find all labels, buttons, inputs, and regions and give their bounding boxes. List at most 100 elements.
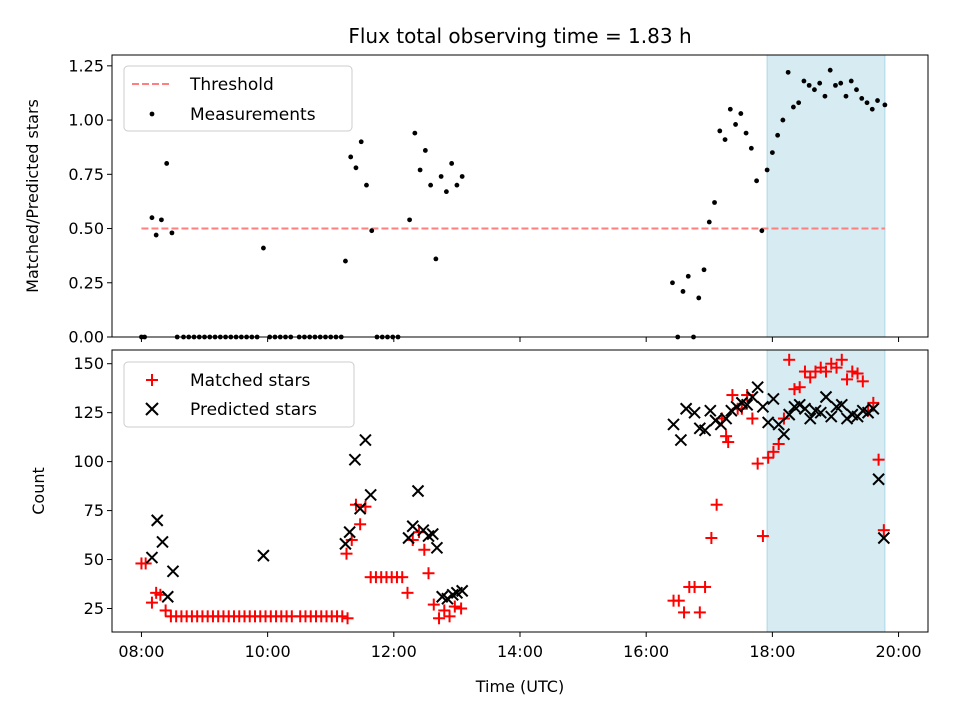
matched-star-point (340, 547, 353, 560)
predicted-star-point (343, 525, 356, 539)
matched-star-point (788, 383, 801, 396)
measurement-point (754, 178, 759, 184)
predicted-star-point (679, 402, 693, 415)
y-tick-label: 0.75 (68, 165, 104, 184)
x-stroke-b (761, 416, 775, 429)
x-stroke-b (161, 590, 174, 603)
y-tick-label: 1.00 (68, 111, 104, 130)
y-tick-label: 50 (84, 550, 104, 569)
measurement-point (169, 230, 175, 236)
bottom-x-ticks: 08:00 10:00 12:00 14:00 16:00 18:00 20:00 (118, 632, 922, 661)
matched-star-point (336, 610, 349, 623)
matched-star-point (427, 598, 440, 611)
x-stroke-b (411, 484, 425, 498)
x-stroke-b (417, 523, 430, 537)
predicted-star-point (719, 412, 733, 425)
matched-star-point (783, 353, 796, 366)
measurement-point (864, 100, 870, 106)
x-stroke-b (835, 398, 848, 412)
measurement-point (706, 219, 712, 225)
x-stroke-b (455, 584, 469, 598)
measurement-point (696, 295, 702, 301)
chart-title: Flux total observing time = 1.83 h (348, 24, 691, 48)
bottom-legend: Matched stars Predicted stars (123, 361, 355, 428)
x-stroke-b (735, 396, 749, 410)
matched-star-point (699, 580, 712, 593)
x-stroke-b (693, 422, 707, 435)
predicted-star-point (667, 418, 680, 431)
matched-star-point (672, 594, 685, 607)
x-stroke-b (257, 549, 270, 562)
legend-predicted-label: Predicted stars (190, 400, 317, 420)
matched-star-point (705, 532, 718, 544)
x-stroke-b (804, 412, 817, 425)
matched-star-point (746, 412, 759, 425)
matched-star-point (772, 438, 785, 450)
measurement-point (433, 256, 439, 262)
x-stroke-b (426, 527, 439, 541)
measurement-point (364, 182, 369, 188)
matched-star-point (139, 557, 152, 570)
x-stroke-b (339, 537, 352, 551)
x-stroke-b (809, 404, 822, 417)
measurement-point (685, 273, 691, 279)
matched-star-point (678, 606, 691, 619)
measurement-point (722, 137, 728, 143)
predicted-star-point (767, 392, 780, 406)
x-axis-label: Time (UTC) (475, 677, 564, 696)
y-tick-label: 1.25 (68, 56, 104, 75)
measurement-point (670, 280, 675, 286)
matched-star-point (762, 451, 775, 464)
measurement-point (738, 111, 744, 116)
x-stroke-b (698, 424, 712, 437)
x-stroke-b (740, 398, 754, 412)
x-stroke-b (688, 406, 701, 419)
measurement-point (712, 200, 717, 205)
bottom-y-axis-label: Count (29, 467, 48, 515)
top-y-axis-label: Matched/Predicted stars (23, 99, 42, 293)
measurement-point (153, 232, 159, 238)
matched-star-point (846, 365, 859, 378)
measurement-point (822, 93, 828, 99)
x-stroke-b (704, 404, 717, 417)
x-stroke-b (674, 433, 688, 447)
measurement-point (859, 95, 865, 101)
matched-star-point (856, 375, 869, 388)
measurement-point (838, 80, 844, 86)
predicted-star-point (430, 541, 444, 554)
matched-star-point (835, 353, 848, 366)
legend-measurements-label: Measurements (190, 105, 316, 125)
predicted-stars-points (145, 381, 891, 605)
measurement-point (459, 174, 465, 179)
x-stroke-b (856, 404, 870, 417)
measurement-point (343, 258, 348, 264)
x-stroke-b (782, 408, 796, 421)
bottom-observing-span (766, 349, 886, 633)
x-tick-label: 20:00 (876, 642, 922, 661)
measurement-point (443, 189, 449, 195)
measurement-point (796, 100, 802, 106)
matched-star-point (820, 365, 832, 378)
measurement-point (159, 217, 164, 223)
x-stroke-b (430, 541, 444, 554)
matched-star-point (422, 567, 435, 580)
matched-star-point (793, 381, 806, 394)
measurement-point (775, 132, 781, 138)
measurement-point (854, 87, 859, 93)
x-stroke-b (667, 418, 680, 431)
y-tick-label: 150 (73, 354, 104, 373)
measurement-point (827, 67, 833, 73)
measurement-point (748, 145, 754, 151)
legend-matched-swatch (146, 374, 158, 386)
matched-star-point (872, 453, 885, 466)
measurement-point (769, 150, 775, 156)
y-tick-label: 25 (84, 599, 104, 618)
matched-star-point (345, 533, 358, 546)
legend-measurements-swatch (149, 111, 155, 117)
y-tick-label: 75 (84, 501, 104, 520)
measurement-point (843, 93, 849, 99)
x-stroke-b (406, 520, 419, 533)
x-stroke-b (819, 390, 833, 404)
x-stroke-b (814, 406, 827, 419)
measurement-point (764, 167, 770, 173)
